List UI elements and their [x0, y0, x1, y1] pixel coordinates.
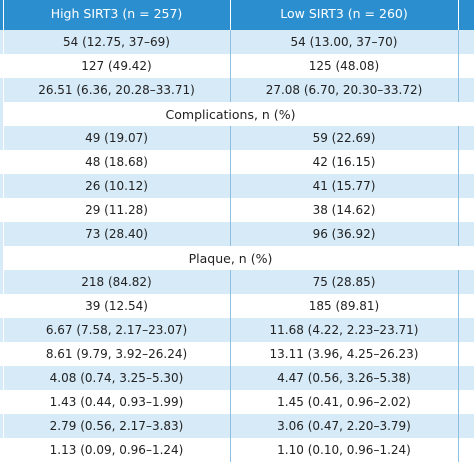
row-left-edge	[0, 318, 4, 342]
table-header-row: High SIRT3 (n = 257) Low SIRT3 (n = 260)	[0, 0, 474, 30]
row-right-edge	[458, 270, 474, 294]
sirt3-characteristics-table: High SIRT3 (n = 257) Low SIRT3 (n = 260)…	[0, 0, 474, 462]
cell-high-sirt3: 1.43 (0.44, 0.93–1.99)	[3, 390, 231, 414]
table-container: High SIRT3 (n = 257) Low SIRT3 (n = 260)…	[0, 0, 474, 462]
row-left-edge	[0, 222, 4, 246]
row-left-edge	[0, 150, 4, 174]
cell-high-sirt3: 1.13 (0.09, 0.96–1.24)	[3, 438, 231, 462]
row-left-edge	[0, 342, 4, 366]
row-left-edge	[0, 78, 4, 102]
header-cell-left-edge	[0, 0, 4, 30]
cell-high-sirt3: 29 (11.28)	[3, 198, 231, 222]
cell-high-sirt3: 39 (12.54)	[3, 294, 231, 318]
cell-low-sirt3: 75 (28.85)	[230, 270, 459, 294]
cell-low-sirt3: 59 (22.69)	[230, 126, 459, 150]
cell-high-sirt3: 218 (84.82)	[3, 270, 231, 294]
section-title: Complications, n (%)	[3, 102, 459, 126]
cell-low-sirt3: 27.08 (6.70, 20.30–33.72)	[230, 78, 459, 102]
table-row: 54 (12.75, 37–69) 54 (13.00, 37–70)	[0, 30, 474, 54]
row-right-edge	[458, 390, 474, 414]
cell-low-sirt3: 54 (13.00, 37–70)	[230, 30, 459, 54]
cell-low-sirt3: 4.47 (0.56, 3.26–5.38)	[230, 366, 459, 390]
row-right-edge	[458, 246, 474, 270]
table-row: 48 (18.68) 42 (16.15)	[0, 150, 474, 174]
row-right-edge	[458, 294, 474, 318]
row-left-edge	[0, 126, 4, 150]
cell-low-sirt3: 96 (36.92)	[230, 222, 459, 246]
cell-low-sirt3: 11.68 (4.22, 2.23–23.71)	[230, 318, 459, 342]
table-row: 8.61 (9.79, 3.92–26.24) 13.11 (3.96, 4.25…	[0, 342, 474, 366]
cell-low-sirt3: 38 (14.62)	[230, 198, 459, 222]
table-row: 6.67 (7.58, 2.17–23.07) 11.68 (4.22, 2.23…	[0, 318, 474, 342]
row-right-edge	[458, 222, 474, 246]
table-body: 54 (12.75, 37–69) 54 (13.00, 37–70) 127 (4…	[0, 30, 474, 462]
row-right-edge	[458, 414, 474, 438]
row-left-edge	[0, 390, 4, 414]
row-right-edge	[458, 78, 474, 102]
cell-high-sirt3: 26 (10.12)	[3, 174, 231, 198]
row-right-edge	[458, 54, 474, 78]
cell-low-sirt3: 125 (48.08)	[230, 54, 459, 78]
header-cell-right-edge	[458, 0, 474, 30]
row-right-edge	[458, 150, 474, 174]
cell-low-sirt3: 13.11 (3.96, 4.25–26.23)	[230, 342, 459, 366]
row-left-edge	[0, 246, 4, 270]
table-row: 127 (49.42) 125 (48.08)	[0, 54, 474, 78]
cell-high-sirt3: 49 (19.07)	[3, 126, 231, 150]
cell-high-sirt3: 73 (28.40)	[3, 222, 231, 246]
row-right-edge	[458, 102, 474, 126]
cell-low-sirt3: 3.06 (0.47, 2.20–3.79)	[230, 414, 459, 438]
row-left-edge	[0, 54, 4, 78]
row-right-edge	[458, 366, 474, 390]
table-row: 29 (11.28) 38 (14.62)	[0, 198, 474, 222]
cell-high-sirt3: 8.61 (9.79, 3.92–26.24)	[3, 342, 231, 366]
row-left-edge	[0, 30, 4, 54]
cell-high-sirt3: 26.51 (6.36, 20.28–33.71)	[3, 78, 231, 102]
row-left-edge	[0, 270, 4, 294]
row-right-edge	[458, 174, 474, 198]
table-row: 1.43 (0.44, 0.93–1.99) 1.45 (0.41, 0.96–2…	[0, 390, 474, 414]
row-right-edge	[458, 318, 474, 342]
row-right-edge	[458, 30, 474, 54]
row-left-edge	[0, 366, 4, 390]
section-title: Plaque, n (%)	[3, 246, 459, 270]
cell-high-sirt3: 127 (49.42)	[3, 54, 231, 78]
section-header-row: Plaque, n (%)	[0, 246, 474, 270]
cell-high-sirt3: 48 (18.68)	[3, 150, 231, 174]
table-row: 39 (12.54) 185 (89.81)	[0, 294, 474, 318]
row-right-edge	[458, 198, 474, 222]
row-left-edge	[0, 414, 4, 438]
cell-high-sirt3: 6.67 (7.58, 2.17–23.07)	[3, 318, 231, 342]
cell-low-sirt3: 185 (89.81)	[230, 294, 459, 318]
header-low-sirt3: Low SIRT3 (n = 260)	[230, 0, 459, 30]
row-left-edge	[0, 294, 4, 318]
table-row: 49 (19.07) 59 (22.69)	[0, 126, 474, 150]
cell-low-sirt3: 42 (16.15)	[230, 150, 459, 174]
table-row: 73 (28.40) 96 (36.92)	[0, 222, 474, 246]
cell-low-sirt3: 41 (15.77)	[230, 174, 459, 198]
row-left-edge	[0, 438, 4, 462]
header-high-sirt3: High SIRT3 (n = 257)	[3, 0, 231, 30]
row-right-edge	[458, 438, 474, 462]
row-left-edge	[0, 102, 4, 126]
table-row: 2.79 (0.56, 2.17–3.83) 3.06 (0.47, 2.20–3…	[0, 414, 474, 438]
row-right-edge	[458, 126, 474, 150]
cell-low-sirt3: 1.45 (0.41, 0.96–2.02)	[230, 390, 459, 414]
row-right-edge	[458, 342, 474, 366]
section-header-row: Complications, n (%)	[0, 102, 474, 126]
row-left-edge	[0, 198, 4, 222]
table-row: 1.13 (0.09, 0.96–1.24) 1.10 (0.10, 0.96–1…	[0, 438, 474, 462]
cell-high-sirt3: 2.79 (0.56, 2.17–3.83)	[3, 414, 231, 438]
row-left-edge	[0, 174, 4, 198]
cell-high-sirt3: 4.08 (0.74, 3.25–5.30)	[3, 366, 231, 390]
table-row: 4.08 (0.74, 3.25–5.30) 4.47 (0.56, 3.26–5…	[0, 366, 474, 390]
cell-high-sirt3: 54 (12.75, 37–69)	[3, 30, 231, 54]
cell-low-sirt3: 1.10 (0.10, 0.96–1.24)	[230, 438, 459, 462]
table-row: 26.51 (6.36, 20.28–33.71) 27.08 (6.70, 20…	[0, 78, 474, 102]
table-row: 26 (10.12) 41 (15.77)	[0, 174, 474, 198]
table-row: 218 (84.82) 75 (28.85)	[0, 270, 474, 294]
